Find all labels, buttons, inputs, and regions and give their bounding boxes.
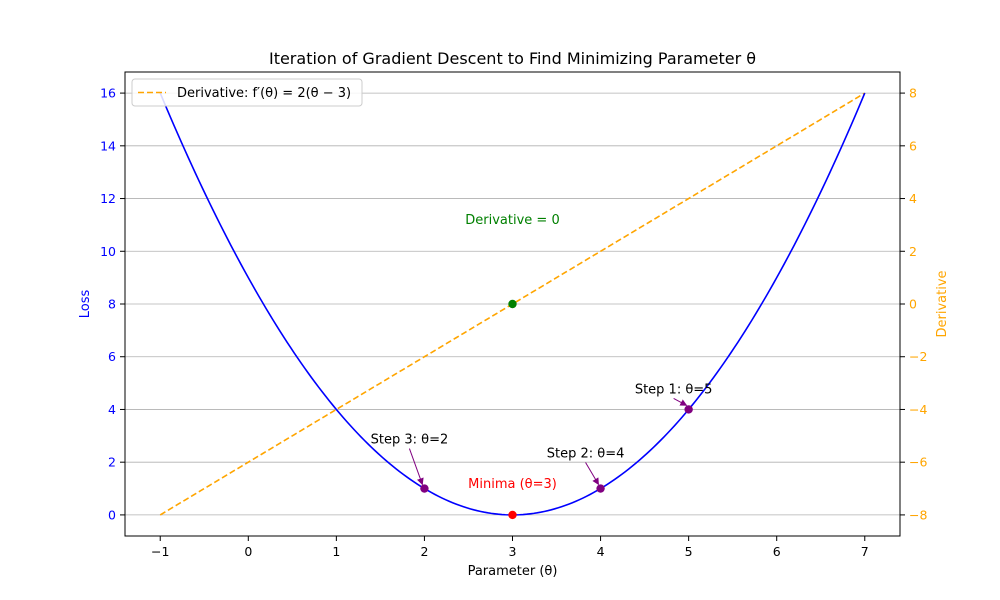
right-y-axis-label: Derivative (935, 270, 950, 337)
x-tick-label: 1 (332, 544, 340, 559)
x-axis-label: Parameter (θ) (468, 564, 558, 579)
x-axis: −1 0 1 2 3 4 5 6 7 (151, 536, 869, 559)
points-layer: Step 1: θ=5 Step 2: θ=4 Step 3: θ=2 Minima … (371, 213, 713, 520)
point-annotation: Step 2: θ=4 (547, 447, 625, 462)
right-y-tick-label: −2 (909, 349, 927, 364)
left-y-tick-label: 8 (108, 297, 116, 312)
left-y-tick-label: 16 (100, 86, 116, 101)
x-tick-label: 5 (685, 544, 693, 559)
left-y-tick-label: 0 (108, 507, 116, 522)
legend-box (131, 78, 363, 107)
annotation-arrow (408, 448, 424, 486)
left-y-tick-label: 10 (100, 244, 116, 259)
left-y-tick-label: 12 (100, 191, 116, 206)
right-y-tick-label: 4 (909, 191, 917, 206)
point-annotation: Minima (θ=3) (468, 477, 557, 492)
data-point (508, 510, 517, 520)
x-tick-label: 4 (597, 544, 605, 559)
point-annotation: Step 3: θ=2 (371, 433, 449, 448)
annotation-arrow (673, 398, 688, 406)
left-y-axis-label: Loss (78, 290, 93, 319)
right-y-tick-label: −6 (909, 455, 927, 470)
data-point (420, 484, 429, 493)
annotation-arrow (585, 462, 599, 486)
right-y-tick-label: 6 (909, 138, 917, 153)
data-point (684, 405, 693, 414)
right-y-tick-label: −4 (909, 402, 927, 417)
legend: Derivative: f′(θ) = 2(θ − 3) (131, 78, 363, 107)
left-y-tick-label: 14 (100, 138, 116, 153)
point-annotation: Derivative = 0 (465, 213, 559, 228)
left-y-tick-label: 6 (108, 349, 116, 364)
chart-title: Iteration of Gradient Descent to Find Mi… (269, 49, 756, 68)
x-tick-label: 6 (773, 544, 781, 559)
x-tick-label: 7 (861, 544, 869, 559)
left-y-tick-label: 2 (108, 455, 116, 470)
x-tick-label: −1 (151, 544, 169, 559)
right-y-tick-label: 8 (909, 86, 917, 101)
right-y-tick-label: −8 (909, 507, 927, 522)
x-tick-label: 2 (420, 544, 428, 559)
right-y-axis: −8 −6 −4 −2 0 2 4 6 8 (900, 86, 927, 522)
right-y-tick-label: 0 (909, 297, 917, 312)
left-y-axis: 0 2 4 6 8 10 12 14 16 (100, 86, 125, 522)
left-y-tick-label: 4 (108, 402, 116, 417)
x-tick-label: 3 (509, 544, 517, 559)
x-tick-label: 0 (244, 544, 252, 559)
data-point (508, 299, 517, 309)
point-annotation: Step 1: θ=5 (635, 382, 713, 397)
right-y-tick-label: 2 (909, 244, 917, 259)
data-point (596, 484, 605, 493)
legend-derivative-label: Derivative: f′(θ) = 2(θ − 3) (177, 86, 351, 101)
